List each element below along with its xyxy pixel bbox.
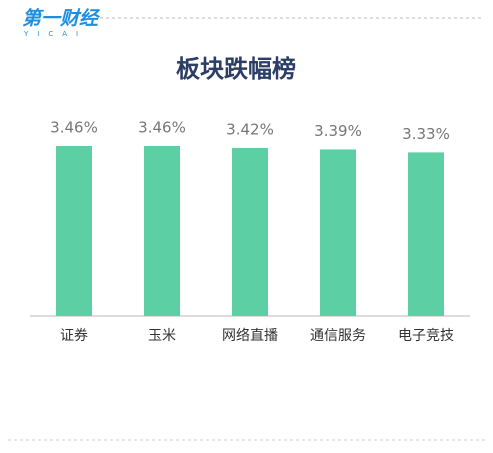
logo-sub: YICAI [23,30,87,38]
x-tick-label: 通信服务 [310,328,366,344]
value-label: 3.46% [50,119,98,137]
value-label: 3.39% [314,122,362,140]
bar [408,152,444,316]
value-label: 3.46% [138,119,186,137]
value-label: 3.33% [402,125,450,143]
bar [232,147,268,316]
bar [320,149,356,316]
bar [56,146,92,316]
logo: 第一财经 [22,8,101,30]
x-tick-label: 电子竞技 [398,327,454,344]
chart-title: 板块跌幅榜 [176,55,296,83]
bar [144,146,180,316]
x-tick-label: 证券 [60,328,88,344]
x-tick-label: 玉米 [148,328,176,344]
value-label: 3.42% [226,120,274,138]
x-tick-label: 网络直播 [222,327,278,344]
